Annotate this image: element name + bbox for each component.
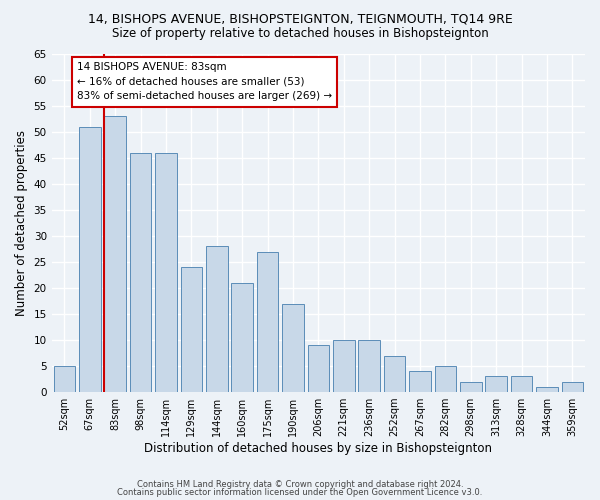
Bar	[460, 382, 482, 392]
Bar	[257, 252, 278, 392]
Bar	[130, 153, 151, 392]
Bar	[485, 376, 507, 392]
Bar	[206, 246, 227, 392]
Bar	[53, 366, 75, 392]
Bar	[308, 346, 329, 392]
Bar	[358, 340, 380, 392]
Text: 14, BISHOPS AVENUE, BISHOPSTEIGNTON, TEIGNMOUTH, TQ14 9RE: 14, BISHOPS AVENUE, BISHOPSTEIGNTON, TEI…	[88, 12, 512, 26]
Bar	[181, 268, 202, 392]
Text: 14 BISHOPS AVENUE: 83sqm
← 16% of detached houses are smaller (53)
83% of semi-d: 14 BISHOPS AVENUE: 83sqm ← 16% of detach…	[77, 62, 332, 102]
Bar	[155, 153, 177, 392]
Bar	[511, 376, 532, 392]
Bar	[79, 127, 101, 392]
Text: Size of property relative to detached houses in Bishopsteignton: Size of property relative to detached ho…	[112, 28, 488, 40]
Text: Contains public sector information licensed under the Open Government Licence v3: Contains public sector information licen…	[118, 488, 482, 497]
Bar	[562, 382, 583, 392]
Bar	[333, 340, 355, 392]
Bar	[104, 116, 126, 392]
Bar	[232, 283, 253, 392]
Text: Contains HM Land Registry data © Crown copyright and database right 2024.: Contains HM Land Registry data © Crown c…	[137, 480, 463, 489]
Y-axis label: Number of detached properties: Number of detached properties	[15, 130, 28, 316]
Bar	[409, 372, 431, 392]
Bar	[384, 356, 406, 392]
Bar	[434, 366, 456, 392]
Bar	[536, 387, 557, 392]
Bar	[282, 304, 304, 392]
X-axis label: Distribution of detached houses by size in Bishopsteignton: Distribution of detached houses by size …	[145, 442, 493, 455]
